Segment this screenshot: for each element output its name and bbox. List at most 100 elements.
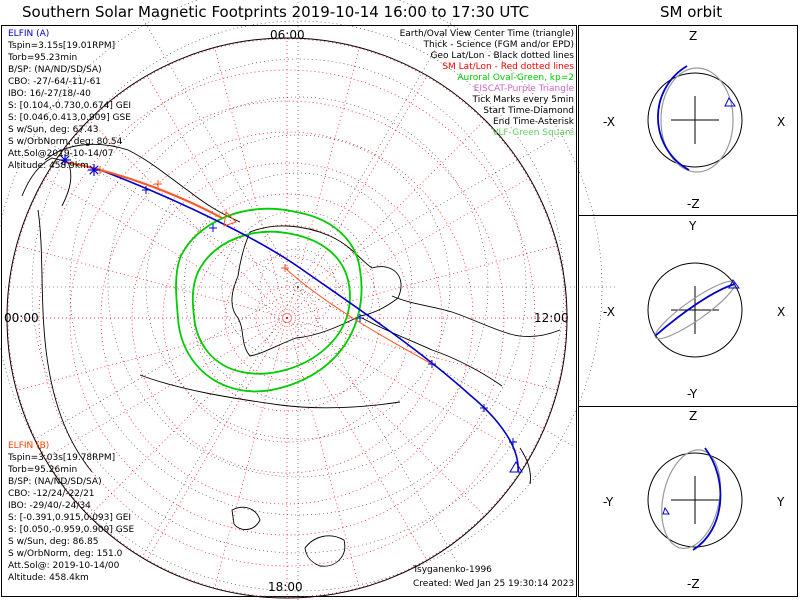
footprint-tracks: [59, 154, 523, 473]
geo-lat-circle: [31, 20, 565, 554]
coastlines: [21, 143, 561, 567]
sm-lon-line: [44, 317, 288, 459]
mlt-label-left: 00:00: [4, 311, 39, 325]
elfin-a-info-line: Altitude: 458.9km: [8, 161, 89, 171]
geo-lon-line: [297, 286, 459, 565]
geo-lat-circle: [259, 248, 337, 326]
elfin-a-info-line: Tspin=3.15s[19.01RPM]: [7, 41, 115, 51]
elfin-a-info-line: Att.Sol@2019-10-14/07: [8, 149, 113, 159]
sm-lon-line: [44, 177, 288, 319]
elfin-b-info-line: ELFIN (B): [8, 441, 49, 451]
sm-lon-line: [286, 75, 428, 319]
orbit-axis-label-top: Z: [689, 29, 697, 43]
sm-lat-circle: [100, 131, 474, 505]
geo-lon-line: [137, 9, 299, 288]
geo-lon-line: [137, 286, 299, 565]
earth-circle: [647, 452, 743, 548]
geo-lon-line: [297, 9, 459, 288]
sm-lon-line: [88, 317, 288, 517]
sm-lon-line: [88, 119, 288, 319]
orbit-axis-label-top: Y: [688, 219, 697, 233]
orbit-path-a: [657, 65, 690, 171]
orbit-path-a: [654, 283, 736, 337]
elfin-b-info: ELFIN (B) Tspin=3.03s[19.78RPM] Torb=95.26…: [7, 441, 134, 583]
legend-entry: Auroral Oval-Green, kp=2: [457, 73, 574, 83]
map-frame: [1, 25, 577, 597]
elfin-b-info-line: S w/OrbNorm, deg: 151.0: [8, 549, 123, 559]
sm-lon-line: [16, 317, 288, 391]
sm-lon-line: [16, 245, 288, 319]
elfin-a-info-line: Torb=95.23min: [7, 53, 77, 63]
legend-entry: End Time-Asterisk: [493, 117, 575, 127]
auroral-oval-outer: [175, 207, 363, 393]
elfin-b-track-segment: [284, 267, 433, 365]
sm-lon-line: [286, 317, 360, 589]
coastline-path: [519, 447, 531, 485]
elfin-a-info-line: ELFIN (A): [8, 29, 49, 39]
elfin-b-info-line: IBO: -29/40/-24/34: [8, 501, 91, 511]
orbit-axis-label-bottom: -Y: [687, 387, 698, 401]
orbit-axis-label-right: X: [777, 305, 785, 319]
coastline-path: [44, 143, 241, 223]
coastline-path: [231, 225, 402, 357]
sm-lon-line: [286, 317, 530, 459]
elfin-b-info-line: S w/Sun, deg: 86.85: [8, 537, 98, 547]
auroral-oval-inner: [191, 230, 351, 375]
legend: Earth/Oval View Center Time (triangle)Th…: [400, 29, 575, 138]
mlt-label-bottom: 18:00: [268, 580, 303, 594]
elfin-a-info-line: IBO: 16/-27/18/-40: [8, 89, 91, 99]
sm-lon-line: [286, 47, 360, 319]
elfin-a-info-line: CBO: -27/-64/-11/-61: [8, 77, 101, 87]
elfin-b-info-line: S: [-0.391,0.915,0.093] GEI: [8, 513, 131, 523]
main-title: Southern Solar Magnetic Footprints 2019-…: [22, 3, 530, 21]
orbit-frame: [578, 25, 798, 597]
sm-lat-circle: [131, 162, 443, 474]
elfin-a-end-asterisk: [89, 165, 99, 175]
orbit-axis-label-right: Y: [776, 495, 785, 509]
elfin-b-track: [64, 161, 223, 219]
sm-lat-circle: [255, 286, 319, 350]
sm-lon-line: [146, 75, 288, 319]
orbit-axis-label-left: -X: [603, 305, 615, 319]
orbit-triangle-a: [724, 97, 736, 107]
elfin-a-info-line: B/SP: (NA/ND/SD/SA): [8, 65, 102, 75]
coastline-path: [37, 209, 93, 473]
mlt-label-right: 12:00: [534, 311, 569, 325]
sm-lon-line: [286, 245, 558, 319]
orbit-path-a: [692, 447, 722, 551]
legend-entry: Thick - Science (FGM and/or EPD): [423, 40, 574, 50]
legend-entry: EISCAT-Purple Triangle: [474, 84, 575, 94]
mlt-label-top: 06:00: [270, 28, 305, 42]
legend-entry: SM Lat/Lon - Red dotted lines: [442, 62, 574, 72]
created-timestamp: Created: Wed Jan 25 19:30:14 2023: [413, 579, 574, 589]
sm-lon-line: [214, 317, 288, 589]
geo-lon-line: [297, 126, 576, 288]
legend-entry: VLF-Green Square: [492, 128, 574, 138]
elfin-a-info-line: S w/OrbNorm, deg: 80.54: [8, 137, 123, 147]
elfin-b-info-line: Altitude: 458.4km: [8, 573, 89, 583]
orbit-diamond-a: [662, 506, 670, 515]
coastline-path: [139, 374, 401, 409]
elfin-a-info-line: S: [0.046,0.413,0.909] GSE: [8, 113, 131, 123]
sm-orbit-title: SM orbit: [660, 3, 723, 21]
sm-lon-line: [286, 177, 530, 319]
orbit-triangle-a: [728, 279, 740, 289]
earth-circle: [647, 72, 743, 168]
elfin-b-center-triangle: [223, 210, 237, 227]
elfin-b-info-line: Torb=95.26min: [7, 465, 77, 475]
coastline-path: [361, 317, 503, 387]
earth-circle: [647, 262, 743, 358]
polar-map: [0, 0, 618, 600]
orbit-panels: Z -Z -X X Y -Y -X X Z -Z -Y Y: [603, 29, 785, 591]
elfin-b-info-line: Tspin=3.03s[19.78RPM]: [7, 453, 115, 463]
sm-lon-line: [214, 47, 288, 319]
sm-lat-circle: [7, 38, 567, 598]
sm-lon-line: [286, 317, 428, 561]
sm-lon-line: [146, 317, 288, 561]
elfin-a-track: [94, 167, 519, 473]
sm-lon-line: [286, 119, 486, 319]
sm-lon-line: [286, 317, 486, 517]
elfin-a-info-line: S: [0.104,-0.730,0.674] GEI: [8, 101, 131, 111]
elfin-a-start-marker: [60, 155, 70, 165]
elfin-b-info-line: CBO: -12/24/-22/21: [8, 489, 95, 499]
